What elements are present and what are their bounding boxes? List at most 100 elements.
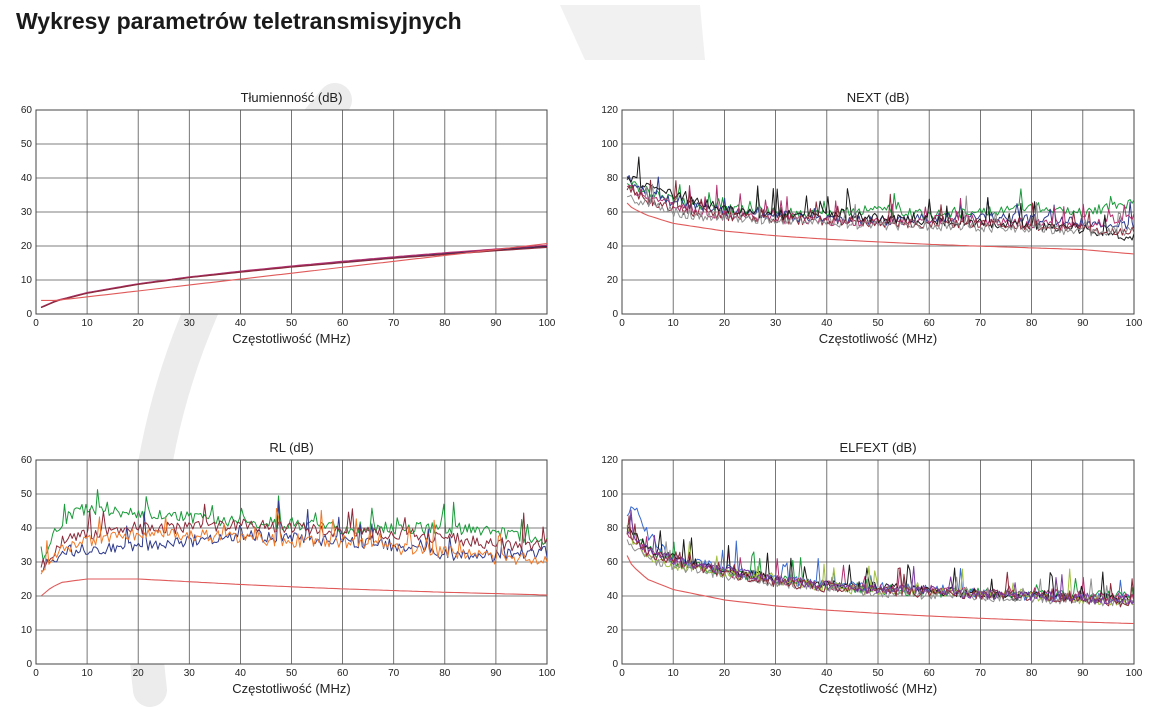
x-tick-label: 40 xyxy=(235,318,247,329)
x-tick-label: 0 xyxy=(33,318,39,329)
y-tick-label: 0 xyxy=(26,309,32,320)
chart-title: RL (dB) xyxy=(269,440,313,455)
x-tick-label: 90 xyxy=(490,318,502,329)
y-tick-label: 30 xyxy=(21,557,33,568)
series-group xyxy=(40,489,547,597)
x-tick-label: 90 xyxy=(490,668,502,679)
x-tick-label: 70 xyxy=(975,668,987,679)
y-tick-label: 40 xyxy=(21,523,33,534)
series-line xyxy=(626,156,1134,241)
limit-line xyxy=(626,202,1134,255)
x-tick-label: 20 xyxy=(719,318,731,329)
y-tick-label: 60 xyxy=(21,455,33,466)
y-tick-label: 0 xyxy=(612,309,618,320)
x-tick-label: 100 xyxy=(539,668,556,679)
series-line xyxy=(627,183,1134,237)
series-line xyxy=(626,515,1134,608)
x-tick-label: 30 xyxy=(184,318,196,329)
x-tick-label: 10 xyxy=(82,318,94,329)
x-axis-label: Częstotliwość (MHz) xyxy=(232,331,350,346)
series-group xyxy=(626,156,1134,255)
y-tick-label: 50 xyxy=(21,139,33,150)
x-tick-label: 60 xyxy=(924,318,936,329)
y-tick-label: 50 xyxy=(21,489,33,500)
return-loss-chart: 0 10 20 30 40 50 60 70 80 90 100 0 10 20 30 40 50 60 RL (d… xyxy=(21,440,556,696)
x-tick-label: 30 xyxy=(770,668,782,679)
x-tick-label: 50 xyxy=(872,318,884,329)
limit-line xyxy=(40,578,547,597)
series-line xyxy=(626,179,1134,236)
x-tick-label: 20 xyxy=(133,668,145,679)
y-tick-label: 20 xyxy=(607,625,619,636)
x-tick-label: 0 xyxy=(33,668,39,679)
x-tick-label: 20 xyxy=(133,318,145,329)
chart-title: Tłumienność (dB) xyxy=(241,90,343,105)
series-line xyxy=(41,500,547,572)
x-tick-label: 50 xyxy=(286,318,298,329)
x-tick-label: 10 xyxy=(668,668,680,679)
chart-title: NEXT (dB) xyxy=(847,90,910,105)
y-tick-label: 100 xyxy=(601,139,618,150)
limit-line xyxy=(626,555,1134,625)
x-tick-label: 80 xyxy=(1026,318,1038,329)
series-line xyxy=(40,244,547,308)
y-tick-label: 80 xyxy=(607,173,619,184)
y-tick-label: 60 xyxy=(21,105,33,116)
series-line xyxy=(40,503,547,568)
x-tick-label: 10 xyxy=(82,668,94,679)
x-tick-label: 100 xyxy=(1126,668,1143,679)
y-tick-label: 0 xyxy=(612,659,618,670)
next-chart: 0 10 20 30 40 50 60 70 80 90 100 0 20 40 60 80 100 120 NEX… xyxy=(601,90,1142,346)
y-tick-label: 10 xyxy=(21,275,33,286)
page-title: Wykresy parametrów teletransmisyjnych xyxy=(16,8,462,34)
x-axis-label: Częstotliwość (MHz) xyxy=(232,681,350,696)
x-tick-label: 40 xyxy=(235,668,247,679)
y-tick-label: 120 xyxy=(601,455,618,466)
x-tick-label: 50 xyxy=(286,668,298,679)
x-tick-label: 70 xyxy=(975,318,987,329)
series-line xyxy=(626,509,1134,605)
limit-line xyxy=(41,243,547,301)
y-tick-label: 60 xyxy=(607,207,619,218)
x-tick-label: 100 xyxy=(1126,318,1143,329)
x-tick-label: 10 xyxy=(668,318,680,329)
x-tick-label: 90 xyxy=(1077,668,1089,679)
x-tick-label: 20 xyxy=(719,668,731,679)
x-tick-label: 40 xyxy=(821,318,833,329)
y-tick-label: 20 xyxy=(607,275,619,286)
y-tick-label: 40 xyxy=(607,241,619,252)
series-line xyxy=(626,539,1134,607)
x-tick-label: 80 xyxy=(439,668,451,679)
x-tick-label: 70 xyxy=(388,668,400,679)
chart-title: ELFEXT (dB) xyxy=(839,440,916,455)
y-tick-label: 10 xyxy=(21,625,33,636)
x-tick-label: 0 xyxy=(619,668,625,679)
y-tick-label: 60 xyxy=(607,557,619,568)
y-tick-label: 100 xyxy=(601,489,618,500)
x-tick-label: 90 xyxy=(1077,318,1089,329)
x-tick-label: 30 xyxy=(770,318,782,329)
x-tick-label: 100 xyxy=(539,318,556,329)
x-tick-label: 50 xyxy=(872,668,884,679)
x-tick-label: 0 xyxy=(619,318,625,329)
series-group xyxy=(40,243,547,309)
series-line xyxy=(40,489,547,561)
x-axis-label: Częstotliwość (MHz) xyxy=(819,681,937,696)
y-tick-label: 120 xyxy=(601,105,618,116)
x-tick-label: 30 xyxy=(184,668,196,679)
x-tick-label: 70 xyxy=(388,318,400,329)
series-line xyxy=(40,508,547,575)
y-tick-label: 80 xyxy=(607,523,619,534)
y-tick-label: 40 xyxy=(21,173,33,184)
y-tick-label: 20 xyxy=(21,591,33,602)
x-axis-label: Częstotliwość (MHz) xyxy=(819,331,937,346)
attenuation-chart: 0 10 20 30 40 50 60 70 80 90 100 0 10 20 30 40 50 60 Tłumi… xyxy=(21,90,556,346)
y-tick-label: 0 xyxy=(26,659,32,670)
x-tick-label: 80 xyxy=(1026,668,1038,679)
elfext-chart: 0 10 20 30 40 50 60 70 80 90 100 0 20 40 60 80 100 120 ELF… xyxy=(601,440,1142,696)
x-tick-label: 40 xyxy=(821,668,833,679)
y-tick-label: 30 xyxy=(21,207,33,218)
x-tick-label: 60 xyxy=(337,318,349,329)
x-tick-label: 60 xyxy=(924,668,936,679)
